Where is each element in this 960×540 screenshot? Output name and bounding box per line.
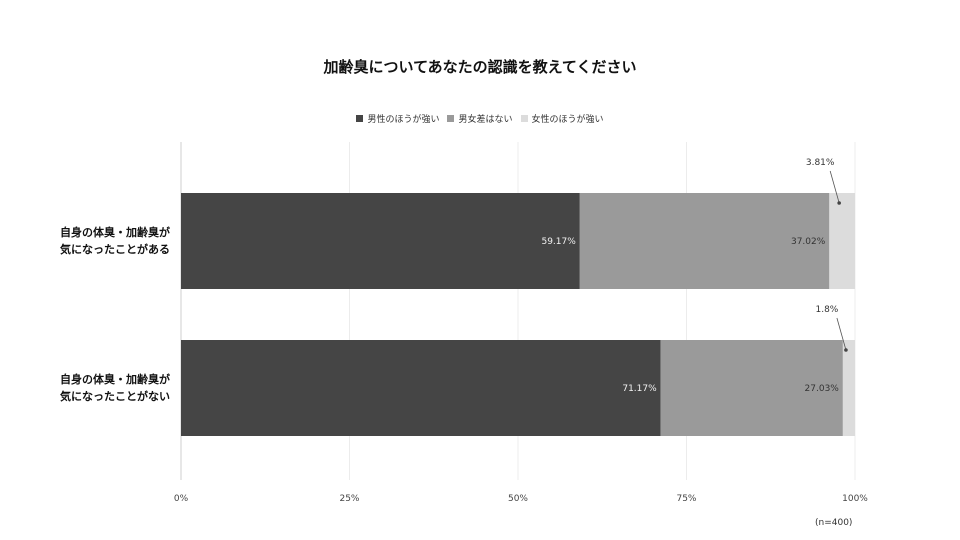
callout-label: 3.81% [806,158,835,168]
category-label-line: 自身の体臭・加齢臭が [60,373,170,386]
bar-segment-1 [181,193,580,289]
legend-item-2: 男女差はない [447,112,513,125]
bar-segment-2 [660,340,843,436]
x-tick-label: 0% [174,494,189,504]
legend-item-3: 女性のほうが強い [520,112,604,125]
legend-swatch [520,115,528,122]
category-label: 自身の体臭・加齢臭が 気になったことがない [20,371,170,405]
category-label-line: 気になったことがない [60,390,170,403]
legend: 男性のほうが強い 男女差はない 女性のほうが強い [0,112,960,125]
category-label-line: 自身の体臭・加齢臭が [60,226,170,239]
data-label: 59.17% [541,237,576,247]
callout-leader [829,170,840,204]
legend-swatch [447,115,455,122]
bar-segment-1 [181,340,661,436]
data-label: 27.03% [805,384,840,394]
category-label-line: 気になったことがある [60,243,170,256]
x-tick-label: 100% [842,494,868,504]
legend-swatch [356,115,364,122]
chart-title: 加齢臭についてあなたの認識を教えてください [323,58,637,76]
callout-dot [844,348,848,352]
callout-leader [836,317,847,351]
legend-label: 女性のほうが強い [531,115,604,125]
legend-label: 男性のほうが強い [367,115,440,125]
x-tick-label: 50% [508,494,528,504]
data-label: 37.02% [791,237,826,247]
callout-dot [837,201,841,205]
legend-item-1: 男性のほうが強い [356,112,439,125]
callout-label: 1.8% [815,305,838,315]
bar-segment-2 [579,193,830,289]
bar-segment-3 [842,340,855,436]
bar-segment-3 [829,193,855,289]
legend-label: 男女差はない [458,115,513,125]
x-tick-label: 25% [339,494,359,504]
category-label: 自身の体臭・加齢臭が 気になったことがある [20,224,170,258]
sample-size-note: (n=400) [815,518,853,528]
x-tick-label: 75% [676,494,696,504]
data-label: 71.17% [622,384,657,394]
